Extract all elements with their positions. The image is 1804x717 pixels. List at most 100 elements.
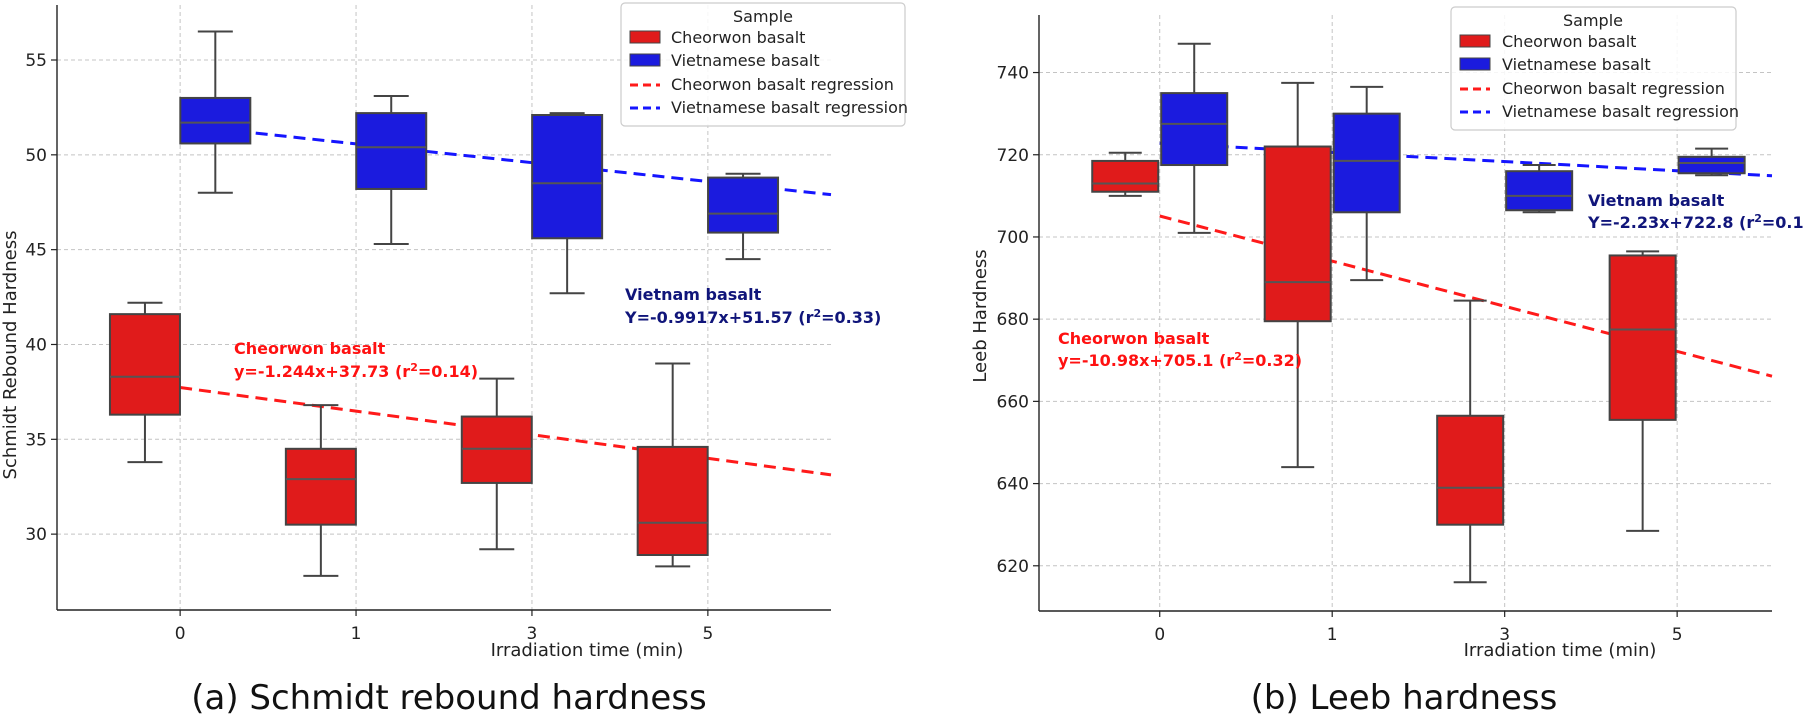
panel-b-cheorwon-eq-main: y=-10.98x+705.1 (r [1058, 351, 1234, 370]
panel-b-ytick-label-640: 640 [997, 475, 1029, 495]
panel-a-vietnam-annotation-equation: Y=-0.9917x+51.57 (r2=0.33) [624, 307, 881, 327]
panel-b-cheorwon-eq-sup: 2 [1234, 350, 1242, 363]
panel-a-boxes [108, 30, 780, 577]
panel-b-box-vietnamese-0 [1160, 42, 1229, 234]
panel-a-xtick-label-3: 3 [527, 624, 538, 644]
panel-b-xtick-label-5: 5 [1672, 625, 1683, 645]
panel-b-box-vietnamese-3 [1505, 164, 1574, 214]
panel-a-legend-label-vietnamese: Vietnamese basalt [671, 51, 820, 70]
panel-a-box-vietnamese-1 [355, 95, 428, 245]
panel-a-cheorwon-annotation-title: Cheorwon basalt [234, 339, 386, 358]
panel-b-iqr-box-vietnamese-5 [1677, 155, 1746, 175]
panel-b-box-vietnamese-1 [1332, 85, 1401, 282]
panel-b-ytick-label-680: 680 [997, 310, 1029, 330]
panel-b-legend-label-cheorwon-reg: Cheorwon basalt regression [1502, 79, 1725, 98]
panel-b-x-ticks: 0 1 3 5 [1154, 611, 1683, 645]
panel-a-ytick-label-45: 45 [25, 241, 47, 261]
panel-a-box-cheorwon-5 [636, 362, 709, 568]
panel-b-cheorwon-eq-tail: =0.32) [1242, 351, 1302, 370]
panel-a-axes [56, 5, 831, 611]
panel-a-box-cheorwon-3 [460, 377, 533, 551]
panel-a-caption: (a) Schmidt rebound hardness [191, 678, 707, 717]
panel-a-iqr-box-cheorwon-1 [284, 447, 357, 526]
panel-a-iqr-box-cheorwon-5 [636, 445, 709, 556]
panel-a-ytick-label-30: 30 [25, 525, 47, 545]
panel-b-caption: (b) Leeb hardness [1251, 678, 1558, 717]
panel-a-iqr-box-vietnamese-1 [355, 112, 428, 190]
panel-a-box-vietnamese-5 [707, 172, 780, 261]
panel-a-vietnam-eq-sup: 2 [813, 307, 821, 320]
panel-b-iqr-box-cheorwon-5 [1608, 254, 1677, 421]
panel-b-iqr-box-vietnamese-0 [1160, 92, 1229, 167]
panel-b-legend-label-vietnamese-reg: Vietnamese basalt regression [1502, 102, 1739, 121]
panel-a-box-vietnamese-0 [179, 30, 252, 194]
panel-b-box-cheorwon-5 [1608, 250, 1677, 532]
panel-b-regression-line-vietnamese [1159, 141, 1773, 178]
panel-a-x-axis-label: Irradiation time (min) [491, 640, 684, 661]
panel-a-box-cheorwon-1 [284, 404, 357, 577]
panel-b-ytick-label-620: 620 [997, 557, 1029, 577]
panel-b-regressions [1159, 141, 1773, 378]
panel-b-iqr-box-cheorwon-0 [1091, 159, 1160, 193]
panel-a-legend-label-cheorwon-reg: Cheorwon basalt regression [671, 75, 894, 94]
panel-a-legend-title: Sample [733, 7, 793, 26]
panel-b-vietnam-eq-main: Y=-2.23x+722.8 (r [1587, 213, 1754, 232]
panel-b-legend-frame [1450, 6, 1737, 131]
panel-b-box-cheorwon-3 [1436, 299, 1505, 584]
panel-b-xtick-label-0: 0 [1154, 625, 1165, 645]
panel-b-cheorwon-annotation-equation: y=-10.98x+705.1 (r2=0.32) [1058, 350, 1302, 370]
panel-a-cheorwon-eq-sup: 2 [410, 361, 418, 374]
panel-b-ytick-label-740: 740 [997, 64, 1029, 84]
panel-a-xtick-label-0: 0 [175, 624, 186, 644]
panel-b-legend-swatch-cheorwon [1459, 34, 1491, 48]
panel-a-ytick-label-35: 35 [25, 430, 47, 450]
panel-b-vietnam-eq-tail: =0.11) [1762, 213, 1804, 232]
panel-a-iqr-box-cheorwon-0 [108, 313, 181, 416]
panel-a-legend-label-cheorwon: Cheorwon basalt [671, 28, 805, 47]
panel-b-x-axis-label: Irradiation time (min) [1464, 640, 1657, 661]
panel-b-legend-label-cheorwon: Cheorwon basalt [1502, 32, 1636, 51]
panel-b-box-cheorwon-1 [1263, 81, 1332, 469]
panel-b-boxes [1091, 42, 1746, 584]
panel-a-iqr-box-vietnamese-0 [179, 96, 252, 145]
panel-b-xtick-label-1: 1 [1327, 625, 1338, 645]
panel-a-legend-swatch-vietnamese [629, 53, 661, 67]
panel-a-vietnam-eq-main: Y=-0.9917x+51.57 (r [624, 308, 814, 327]
panel-b-regression-line-cheorwon [1159, 214, 1773, 378]
panel-a-cheorwon-eq-main: y=-1.244x+37.73 (r [234, 362, 410, 381]
panel-b-vietnam-annotation-equation: Y=-2.23x+722.8 (r2=0.11) [1587, 212, 1804, 232]
panel-a-ytick-label-40: 40 [25, 335, 47, 355]
panel-a-y-axis-label: Schmidt Rebound Hardness [0, 231, 21, 480]
panel-b-legend-label-vietnamese: Vietnamese basalt [1502, 55, 1651, 74]
panel-b-y-ticks: 620 640 660 680 700 720 740 [997, 64, 1039, 577]
panel-a-ytick-label-50: 50 [25, 146, 47, 166]
panel-b-legend-title: Sample [1563, 11, 1623, 30]
panel-a-xtick-label-5: 5 [702, 624, 713, 644]
panel-a-cheorwon-eq-tail: =0.14) [418, 362, 478, 381]
panel-a-y-ticks: 30 35 40 45 50 55 [25, 51, 57, 545]
panel-a-x-ticks: 0 1 3 5 [175, 610, 713, 644]
panel-a-legend: Sample Cheorwon basalt Vietnamese basalt… [620, 2, 908, 127]
panel-b-cheorwon-annotation-title: Cheorwon basalt [1058, 329, 1210, 348]
panel-b-iqr-box-cheorwon-1 [1263, 145, 1332, 323]
panel-b-legend-swatch-vietnamese [1459, 57, 1491, 71]
panel-a-iqr-box-vietnamese-5 [707, 176, 780, 234]
panel-a-box-cheorwon-0 [108, 301, 181, 464]
panel-a-legend-frame [620, 2, 906, 127]
panel-b-iqr-box-vietnamese-3 [1505, 170, 1574, 212]
panel-a-xtick-label-1: 1 [351, 624, 362, 644]
panel-b-y-axis-label: Leeb Hardness [970, 249, 991, 382]
panel-b-iqr-box-cheorwon-3 [1436, 414, 1505, 526]
panel-b-leeb: 620 640 660 680 700 720 740 0 1 3 5 Leeb Hardness… [970, 6, 1804, 717]
panel-b-box-cheorwon-0 [1091, 151, 1160, 197]
panel-a-legend-swatch-cheorwon [629, 30, 661, 44]
panel-a-ytick-label-55: 55 [25, 51, 47, 71]
panel-a-vietnam-annotation-title: Vietnam basalt [625, 285, 762, 304]
panel-b-vietnam-eq-sup: 2 [1754, 212, 1762, 225]
panel-a-iqr-box-vietnamese-3 [531, 114, 604, 240]
panel-a-legend-label-vietnamese-reg: Vietnamese basalt regression [671, 98, 908, 117]
panel-b-ytick-label-720: 720 [997, 146, 1029, 166]
panel-b-vietnam-annotation-title: Vietnam basalt [1588, 191, 1725, 210]
